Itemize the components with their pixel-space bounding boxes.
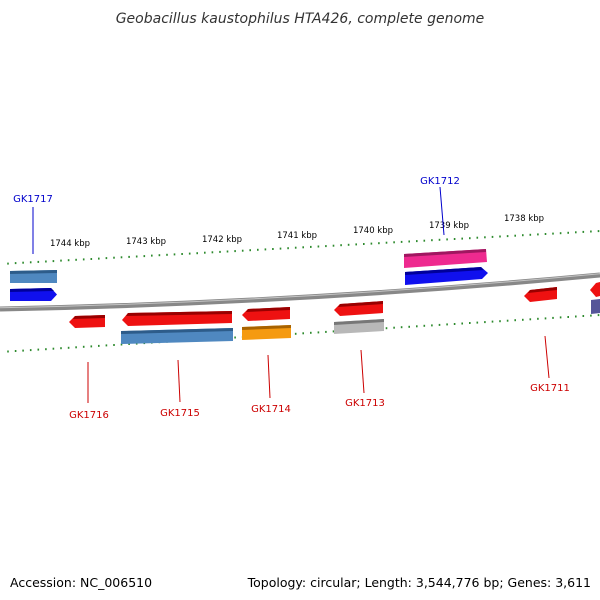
gene-label-gk1716[interactable]: GK1716 — [69, 410, 109, 421]
feature-edge — [334, 319, 384, 325]
gene-label-gk1715[interactable]: GK1715 — [160, 408, 200, 419]
feature-edge — [246, 307, 290, 312]
feature-edge — [242, 325, 291, 330]
leader-gk1713 — [360, 349, 365, 394]
feature-edge — [404, 249, 486, 257]
gene-label-gk1712[interactable]: GK1712 — [420, 176, 460, 187]
feature-edge — [121, 328, 233, 334]
feature-edge — [405, 267, 484, 275]
genome-backbone — [0, 272, 600, 312]
leader-gk1715 — [177, 359, 181, 403]
lower-strand-features — [69, 282, 600, 344]
feature-purple-partial[interactable] — [591, 299, 600, 314]
gene-label-gk1713[interactable]: GK1713 — [345, 398, 385, 409]
feature-edge — [338, 301, 383, 307]
scale-label: 1742 kbp — [202, 235, 242, 245]
scale-label: 1743 kbp — [126, 237, 166, 247]
upper-scale-ticks — [7, 230, 600, 265]
scale-labels: 1744 kbp 1743 kbp 1742 kbp 1741 kbp 1740… — [50, 214, 544, 249]
feature-edge — [10, 270, 57, 274]
scale-label: 1740 kbp — [353, 226, 393, 236]
scale-label: 1738 kbp — [504, 214, 544, 224]
leader-gk1712 — [439, 186, 445, 236]
gene-label-gk1714[interactable]: GK1714 — [251, 404, 291, 415]
feature-red-partial[interactable] — [590, 282, 600, 297]
leader-gk1711 — [544, 335, 550, 379]
gene-label-gk1717[interactable]: GK1717 — [13, 194, 53, 205]
genome-title: Geobacillus kaustophilus HTA426, complet… — [116, 11, 485, 27]
feature-edge — [10, 288, 54, 292]
topology-text: Topology: circular; Length: 3,544,776 bp… — [247, 575, 591, 590]
gene-label-gk1711[interactable]: GK1711 — [530, 383, 570, 394]
leader-gk1714 — [267, 354, 271, 399]
accession-text: Accession: NC_006510 — [10, 575, 153, 590]
upper-strand-features — [10, 249, 488, 301]
scale-label: 1739 kbp — [429, 221, 469, 231]
feature-edge — [73, 315, 105, 319]
feature-edge — [126, 311, 232, 316]
backbone-highlight — [0, 273, 600, 309]
gene-label-lines — [32, 186, 550, 403]
feature-edge — [528, 287, 557, 293]
gene-labels: GK1717 GK1712 GK1716 GK1715 GK1714 GK171… — [13, 176, 570, 421]
scale-label: 1744 kbp — [50, 239, 90, 249]
scale-label: 1741 kbp — [277, 231, 317, 241]
